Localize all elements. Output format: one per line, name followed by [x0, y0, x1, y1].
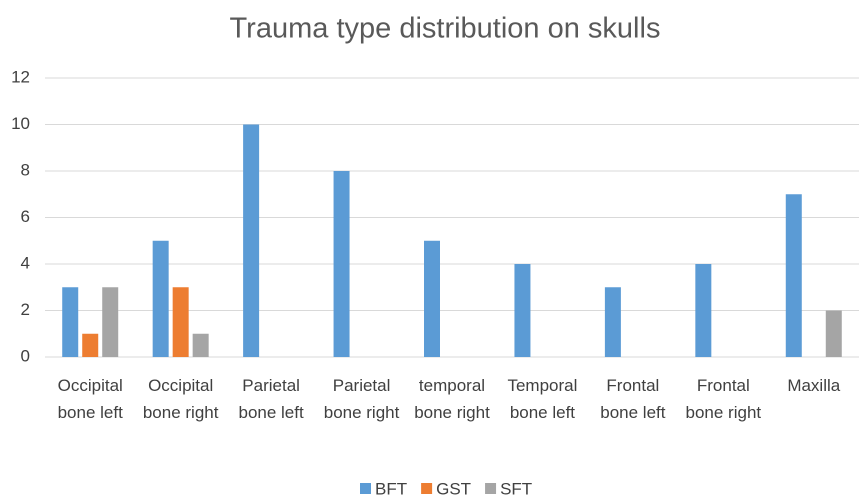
x-tick-label: Occipital bone left — [58, 376, 123, 422]
y-tick-label: 6 — [21, 207, 30, 226]
legend-label: SFT — [500, 479, 532, 498]
x-tick-label: Frontal bone left — [600, 376, 665, 422]
bar — [604, 287, 621, 357]
y-tick-label: 12 — [11, 67, 30, 86]
legend-label: BFT — [375, 479, 407, 498]
x-tick-label: Temporal bone left — [507, 376, 577, 422]
x-tick-label: Parietal bone left — [238, 376, 303, 422]
x-tick-label: Frontal bone right — [686, 376, 762, 422]
y-tick-label: 2 — [21, 300, 30, 319]
legend-swatch — [421, 483, 433, 494]
x-tick-label: Occipital bone right — [143, 376, 219, 422]
y-tick-label: 4 — [21, 253, 30, 272]
legend-label: GST — [436, 479, 471, 498]
bar — [243, 124, 260, 357]
chart-title: Trauma type distribution on skulls — [230, 13, 661, 45]
bar — [62, 287, 79, 357]
x-tick-label: Maxilla — [787, 376, 840, 395]
bar — [192, 333, 209, 357]
bar — [152, 240, 169, 357]
bar — [172, 287, 189, 357]
bar — [333, 171, 350, 357]
bar — [424, 240, 440, 357]
y-tick-label: 10 — [11, 114, 30, 133]
bar — [695, 264, 712, 357]
bar — [825, 310, 842, 357]
bar — [785, 194, 802, 357]
bar — [102, 287, 119, 357]
y-tick-label: 0 — [21, 346, 30, 365]
x-tick-label: Parietal bone right — [324, 376, 400, 422]
legend-swatch — [485, 483, 497, 494]
legend-swatch — [360, 483, 371, 494]
bar — [82, 333, 99, 357]
y-tick-label: 8 — [21, 160, 30, 179]
bar — [514, 264, 531, 357]
x-tick-label: temporal bone right — [414, 376, 490, 422]
